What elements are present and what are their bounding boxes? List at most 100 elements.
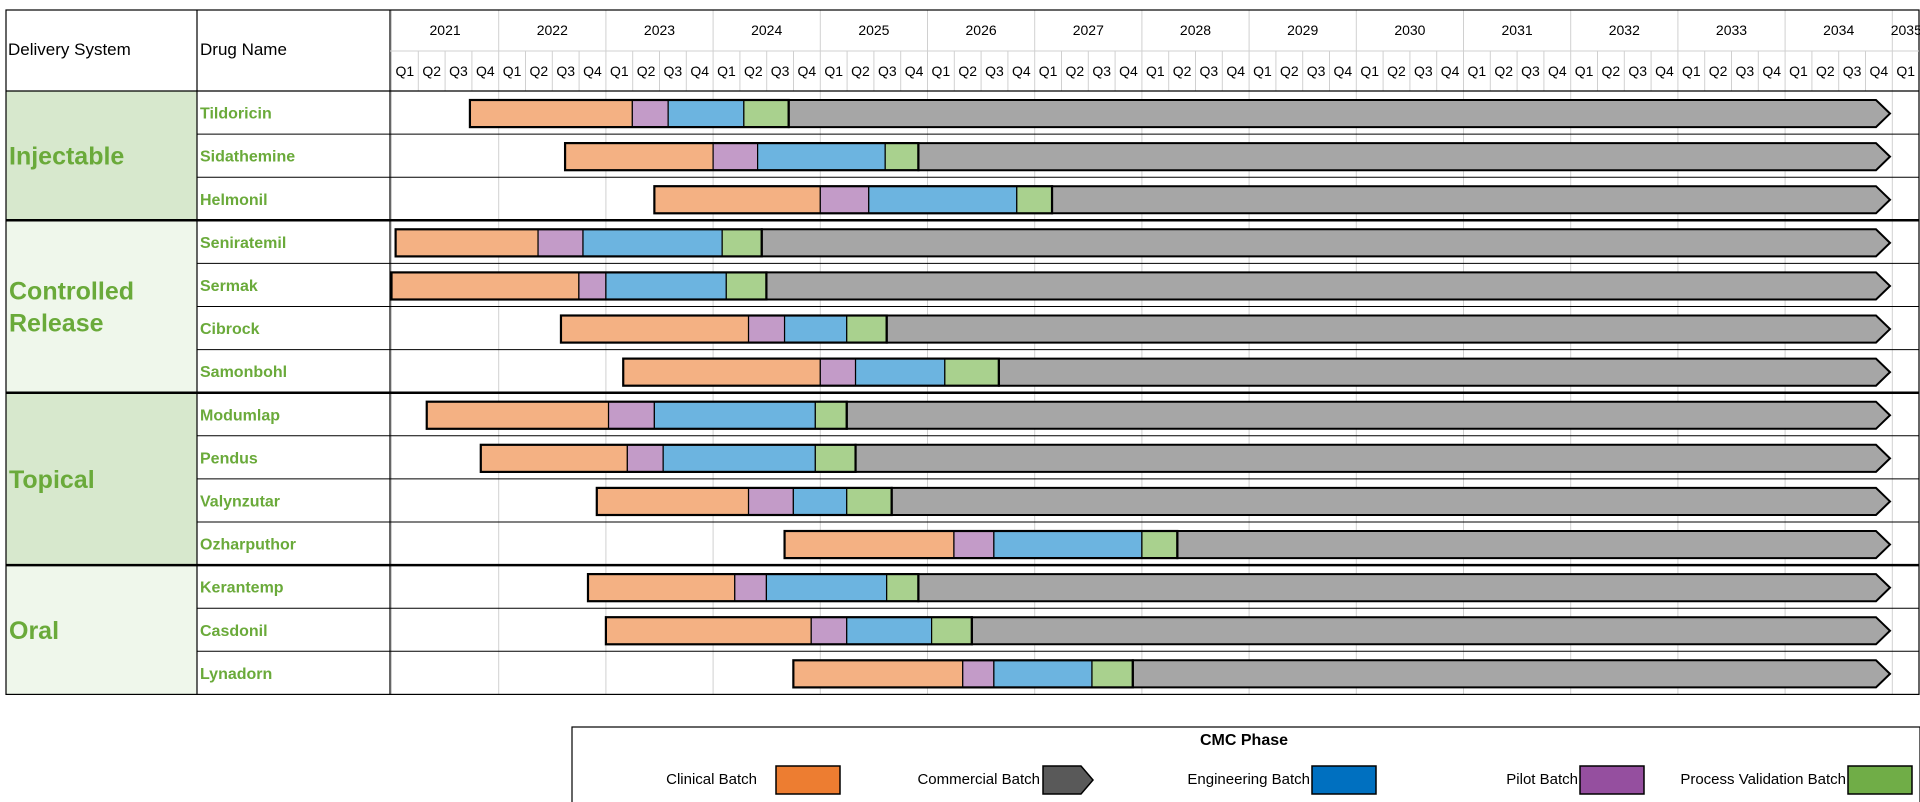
bar-engineering-batch [757, 142, 886, 171]
header-drug-name: Drug Name [200, 40, 287, 59]
year-label: 2035 [1891, 22, 1920, 38]
group-backgrounds [6, 91, 197, 695]
bar-engineering-batch [846, 616, 933, 645]
bar-process-validation-batch [743, 99, 790, 128]
group-label: Topical [9, 466, 95, 494]
bar-process-validation-batch [846, 487, 893, 516]
bar-commercial-batch [1131, 659, 1892, 689]
bar-pilot-batch [810, 616, 848, 645]
year-label: 2026 [966, 22, 997, 38]
legend-label: Pilot Batch [1506, 771, 1578, 788]
quarter-label: Q4 [1870, 63, 1889, 79]
quarter-label: Q2 [530, 63, 549, 79]
quarter-label: Q1 [1682, 63, 1701, 79]
drug-name: Pendus [200, 450, 258, 467]
bar-clinical-batch [783, 530, 955, 559]
group-background [6, 565, 197, 695]
quarter-label: Q4 [1762, 63, 1781, 79]
quarter-label: Q2 [1709, 63, 1728, 79]
bar-outline [653, 185, 1054, 215]
legend-swatch [1579, 765, 1645, 795]
drug-name: Valynzutar [200, 493, 280, 510]
bar-pilot-batch [819, 358, 857, 387]
quarter-label: Q3 [771, 63, 790, 79]
quarter-label: Q2 [1602, 63, 1621, 79]
bars-layer [390, 98, 1892, 689]
quarter-label: Q1 [1146, 63, 1165, 79]
quarter-label: Q3 [1414, 63, 1433, 79]
drug-name: Cibrock [200, 321, 260, 338]
bar-engineering-batch [868, 185, 1018, 214]
bar-clinical-batch [792, 659, 964, 688]
bar-clinical-batch [560, 314, 750, 344]
bar-process-validation-batch [944, 358, 1000, 387]
bar-pilot-batch [626, 444, 664, 473]
drug-name: Seniratemil [200, 235, 286, 252]
quarter-label: Q3 [1843, 63, 1862, 79]
bar-pilot-batch [607, 401, 655, 430]
quarter-label: Q4 [1548, 63, 1567, 79]
group-label: Oral [9, 617, 59, 645]
year-label: 2022 [537, 22, 568, 38]
legend-swatch [1042, 765, 1094, 795]
drug-name: Sidathemine [200, 149, 295, 166]
bar-clinical-batch [596, 487, 750, 516]
drug-name: Helmonil [200, 192, 268, 209]
bar-commercial-batch [845, 400, 1892, 430]
drug-name: Lynadorn [200, 666, 272, 683]
quarter-label: Q3 [449, 63, 468, 79]
bar-engineering-batch [993, 530, 1143, 559]
quarter-label: Q3 [1628, 63, 1647, 79]
bar-outline [425, 400, 848, 430]
quarter-label: Q4 [1655, 63, 1674, 79]
quarter-label: Q3 [1736, 63, 1755, 79]
quarter-label: Q2 [1280, 63, 1299, 79]
bar-pilot-batch [747, 314, 786, 344]
bar-clinical-batch [587, 573, 736, 602]
quarter-label: Q4 [1441, 63, 1460, 79]
year-label: 2031 [1502, 22, 1533, 38]
group-background [6, 220, 197, 393]
bar-process-validation-batch [1141, 530, 1178, 559]
bar-process-validation-batch [846, 314, 888, 344]
bar-commercial-batch [885, 314, 1892, 344]
bar-commercial-batch [917, 573, 1892, 603]
labels-layer: Delivery System Drug Name Injectable Cont… [8, 22, 1920, 683]
bar-process-validation-batch [884, 142, 919, 171]
bar-process-validation-batch [886, 573, 919, 602]
bar-pilot-batch [747, 487, 794, 516]
year-label: 2034 [1823, 22, 1854, 38]
quarter-label: Q4 [583, 63, 602, 79]
bar-engineering-batch [667, 99, 745, 128]
quarter-label: Q1 [932, 63, 951, 79]
bar-clinical-batch [390, 271, 580, 301]
bar-outline [563, 142, 920, 172]
drug-name: Ozharputhor [200, 537, 296, 554]
table-borders [5, 9, 1920, 696]
quarter-label: Q1 [824, 63, 843, 79]
quarter-label: Q3 [1200, 63, 1219, 79]
drug-name: Kerantemp [200, 580, 284, 597]
quarter-label: Q2 [637, 63, 656, 79]
bar-engineering-batch [993, 659, 1093, 688]
bar-clinical-batch [605, 616, 812, 645]
bar-pilot-batch [631, 99, 669, 128]
year-label: 2029 [1287, 22, 1318, 38]
drug-name: Modumlap [200, 407, 280, 424]
bar-outline [783, 529, 1179, 560]
quarter-label: Q1 [1468, 63, 1487, 79]
bar-outline [586, 572, 920, 603]
bar-outline [792, 659, 1134, 689]
bar-clinical-batch [469, 99, 633, 128]
quarter-label: Q4 [905, 63, 924, 79]
bar-engineering-batch [662, 444, 816, 473]
quarter-label: Q4 [1012, 63, 1031, 79]
bar-commercial-batch [765, 271, 1892, 301]
year-label: 2025 [858, 22, 889, 38]
quarter-label: Q3 [664, 63, 683, 79]
bar-outline [390, 271, 768, 301]
quarter-label: Q4 [798, 63, 817, 79]
quarter-label: Q1 [717, 63, 736, 79]
year-label: 2027 [1073, 22, 1104, 38]
year-label: 2021 [430, 22, 461, 38]
